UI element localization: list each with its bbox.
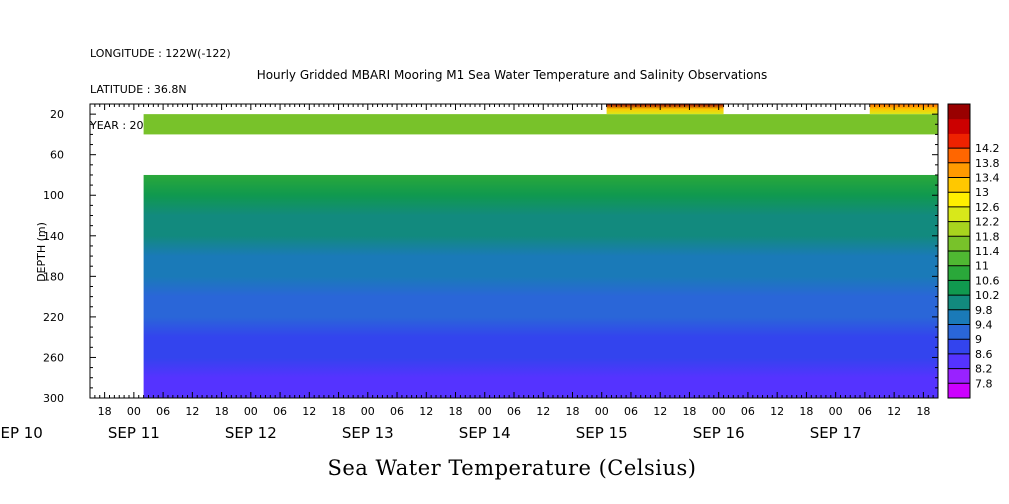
colorbar-swatch (948, 221, 970, 237)
colorbar-swatch (948, 280, 970, 296)
colorbar-label: 9.8 (975, 304, 993, 317)
surface-patch (606, 104, 724, 115)
x-hour-label: 06 (507, 405, 521, 418)
x-hour-label: 00 (244, 405, 258, 418)
colorbar-swatch (948, 104, 970, 120)
x-day-label: SEP 11 (108, 424, 160, 442)
x-hour-label: 00 (361, 405, 375, 418)
colorbar-label: 13.8 (975, 157, 1000, 170)
y-tick-label: 220 (43, 311, 64, 324)
x-hour-label: 06 (624, 405, 638, 418)
colorbar-label: 13 (975, 186, 989, 199)
colorbar-label: 12.2 (975, 216, 1000, 229)
x-hour-label: 18 (332, 405, 346, 418)
y-tick-label: 100 (43, 189, 64, 202)
colorbar-swatch (948, 133, 970, 149)
x-hour-label: 06 (273, 405, 287, 418)
x-hour-label: 06 (858, 405, 872, 418)
x-day-label: SEP 17 (810, 424, 862, 442)
x-axis-label: Sea Water Temperature (Celsius) (327, 456, 697, 480)
longitude-text: LONGITUDE : 122W(-122) (90, 47, 231, 60)
surface-patch (869, 104, 938, 115)
colorbar-swatch (948, 236, 970, 252)
colorbar-legend: 7.88.2 8.6 99.4 9.8 10.2 10.611 11.4 11.812.2 12… (947, 103, 1000, 399)
latitude-text: LATITUDE : 36.8N (90, 83, 187, 96)
colorbar-label: 10.2 (975, 289, 1000, 302)
colorbar-swatch (948, 162, 970, 178)
x-hour-label: 18 (682, 405, 696, 418)
x-hour-label: 06 (390, 405, 404, 418)
plot-area (143, 104, 938, 398)
colorbar-swatch (948, 206, 970, 223)
y-tick-label: 60 (50, 149, 64, 162)
x-hour-label: 12 (536, 405, 550, 418)
colorbar-label: 11 (975, 260, 989, 273)
x-day-label: SEP 14 (459, 424, 511, 442)
colorbar-swatch (948, 353, 970, 370)
x-hour-label: 18 (565, 405, 579, 418)
deep-band (143, 174, 938, 398)
x-hour-label: 18 (98, 405, 112, 418)
chart-title: Hourly Gridded MBARI Mooring M1 Sea Wate… (256, 68, 768, 82)
colorbar-swatch (948, 192, 970, 208)
colorbar-label: 13.4 (975, 172, 1000, 185)
colorbar-swatch (948, 118, 970, 134)
colorbar-swatch (948, 309, 970, 325)
y-axis-label: DEPTH (m) (35, 222, 48, 282)
colorbar-label: 8.2 (975, 363, 993, 376)
upper-band (143, 114, 938, 135)
colorbar-swatch (948, 177, 970, 193)
x-hour-label: 12 (419, 405, 433, 418)
colorbar-label: 8.6 (975, 348, 993, 361)
x-hour-label: 00 (127, 405, 141, 418)
x-hour-label: 00 (829, 405, 843, 418)
axes: 20 60 100 140 180 220 260 300 18 00 06 12 18 00 06 12 18… (0, 103, 939, 442)
x-hour-label: 12 (653, 405, 667, 418)
colorbar-label: 11.8 (975, 230, 1000, 243)
x-hour-label: 12 (770, 405, 784, 418)
y-tick-label: 140 (43, 230, 64, 243)
x-day-label: SEP 15 (576, 424, 628, 442)
y-tick-label: 260 (43, 351, 64, 364)
x-hour-label: 00 (478, 405, 492, 418)
x-hour-label: 12 (302, 405, 316, 418)
x-hour-label: 00 (595, 405, 609, 418)
x-hour-label: 18 (916, 405, 930, 418)
x-day-label: SEP 10 (0, 424, 43, 442)
x-hour-label: 06 (156, 405, 170, 418)
x-day-label: SEP 12 (225, 424, 277, 442)
colorbar-swatch (948, 339, 970, 355)
colorbar-swatch (948, 148, 970, 164)
colorbar-label: 10.6 (975, 274, 1000, 287)
y-tick-label: 300 (43, 392, 64, 405)
x-day-label: SEP 16 (693, 424, 745, 442)
x-hour-label: 00 (712, 405, 726, 418)
x-hour-label: 12 (185, 405, 199, 418)
y-tick-label: 20 (50, 108, 64, 121)
x-hour-label: 06 (741, 405, 755, 418)
colorbar-label: 11.4 (975, 245, 1000, 258)
y-tick-label: 180 (43, 270, 64, 283)
colorbar-label: 12.6 (975, 201, 1000, 214)
x-hour-label: 12 (887, 405, 901, 418)
colorbar-label: 7.8 (975, 377, 993, 390)
colorbar-swatch (948, 251, 970, 267)
x-hour-label: 18 (799, 405, 813, 418)
colorbar-label: 9 (975, 333, 982, 346)
x-hour-label: 18 (215, 405, 229, 418)
x-hour-label: 18 (449, 405, 463, 418)
colorbar-swatch (948, 324, 970, 340)
colorbar-swatch (948, 368, 970, 384)
colorbar-swatch (948, 383, 970, 399)
colorbar-label: 14.2 (975, 142, 1000, 155)
colorbar-swatch (948, 265, 970, 281)
colorbar-swatch (948, 295, 970, 311)
x-day-label: SEP 13 (342, 424, 394, 442)
colorbar-label: 9.4 (975, 319, 993, 332)
